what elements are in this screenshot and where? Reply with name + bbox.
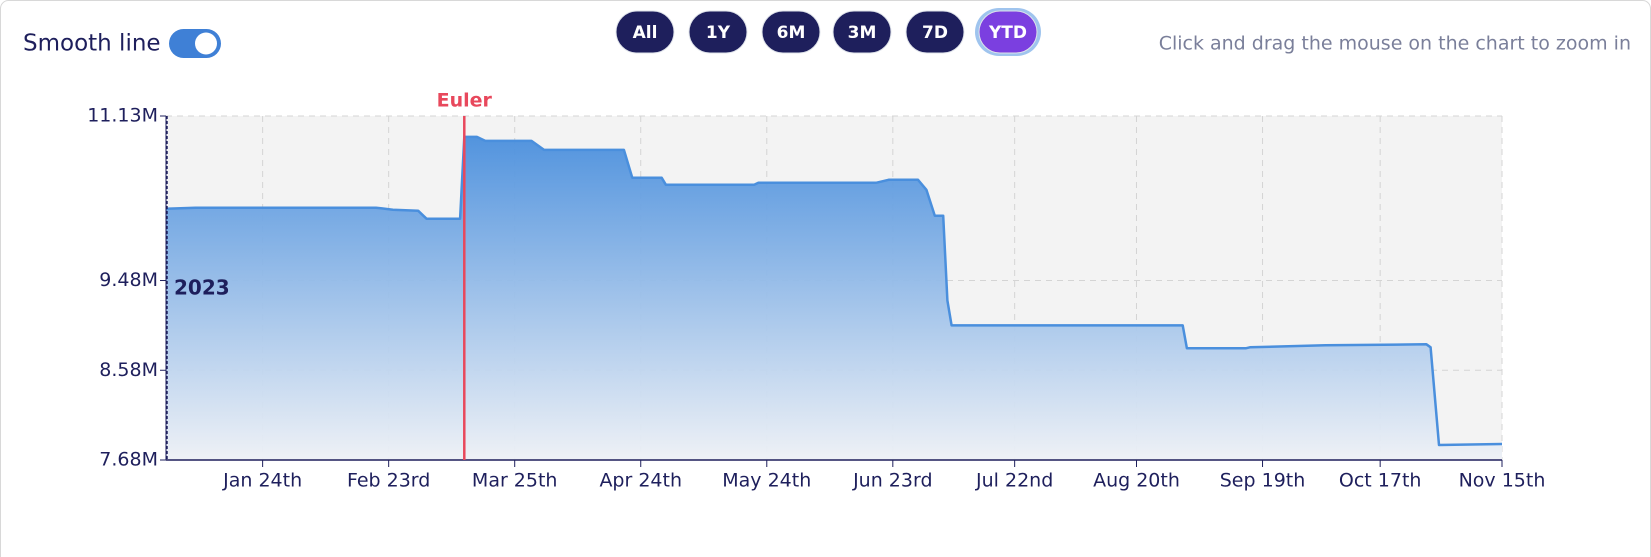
x-tick-label: Jan 24th (222, 470, 302, 492)
x-tick-label: May 24th (722, 470, 811, 492)
range-button[interactable]: 6M (761, 10, 821, 54)
button-bg (615, 10, 675, 54)
area (166, 136, 1502, 460)
x-tick-label: Sep 19th (1220, 470, 1306, 492)
toggle-knob (195, 32, 217, 55)
button-label: 1Y (706, 23, 731, 43)
button-label: All (633, 23, 658, 43)
button-label: 3M (848, 23, 877, 43)
zoom-hint: Click and drag the mouse on the chart to… (1159, 33, 1631, 55)
x-tick-label: Jun 23rd (852, 470, 932, 492)
x-tick-label: Feb 23rd (347, 470, 430, 492)
x-tick-label: Oct 17th (1339, 470, 1422, 492)
range-button[interactable]: YTD (975, 8, 1041, 56)
smooth-toggle[interactable] (169, 29, 221, 58)
y-tick-label: 11.13M (87, 105, 158, 127)
button-label: 7D (922, 23, 948, 43)
x-tick-label: Jul 22nd (975, 470, 1053, 492)
range-buttons: All 1Y 6M 3M 7D YTD (615, 8, 1041, 56)
x-tick-label: Nov 15th (1459, 470, 1546, 492)
range-button[interactable]: All (615, 10, 675, 54)
button-label: 6M (777, 23, 806, 43)
y-tick-label: 7.68M (99, 449, 158, 471)
y-tick-label: 9.48M (99, 269, 158, 291)
line (165, 135, 1503, 447)
x-tick-label: Mar 25th (472, 470, 558, 492)
year-marker-label: 2023 (174, 276, 230, 300)
smooth-label: Smooth line (23, 31, 161, 57)
plot: 7.68M 8.58M 9.48M 11.13M Jan 24th Feb 23rd Mar… (87, 90, 1545, 492)
x-tick-label: Aug 20th (1093, 470, 1180, 492)
event-label: Euler (437, 90, 493, 112)
button-bg (832, 10, 892, 54)
button-bg (761, 10, 821, 54)
button-bg (978, 10, 1038, 54)
button-bg (905, 10, 965, 54)
range-button[interactable]: 3M (832, 10, 892, 54)
range-button[interactable]: 1Y (688, 10, 748, 54)
y-tick-label: 8.58M (99, 359, 158, 381)
x-tick-label: Apr 24th (599, 470, 682, 492)
range-button[interactable]: 7D (905, 10, 965, 54)
button-bg (688, 10, 748, 54)
button-label: YTD (988, 23, 1027, 43)
